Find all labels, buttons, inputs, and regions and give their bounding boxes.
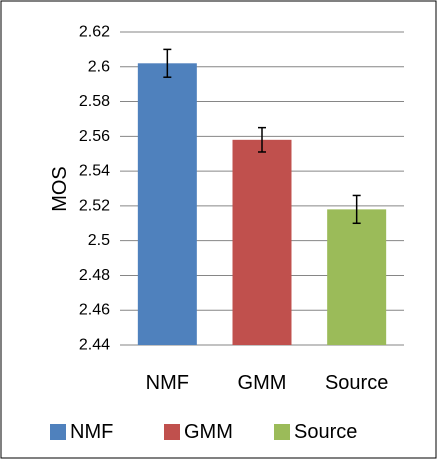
y-tick-label: 2.48 bbox=[79, 267, 110, 284]
bar-gmm bbox=[232, 139, 292, 345]
y-tick-label: 2.56 bbox=[79, 128, 110, 145]
error-bar-source bbox=[352, 194, 361, 225]
legend-swatch bbox=[164, 424, 180, 440]
y-tick-label: 2.54 bbox=[79, 163, 110, 180]
y-tick-label: 2.44 bbox=[79, 337, 110, 354]
y-axis-label: MOS bbox=[49, 166, 71, 212]
legend-item-gmm: GMM bbox=[164, 421, 233, 443]
y-tick-label: 2.6 bbox=[88, 58, 110, 75]
legend-label: NMF bbox=[70, 421, 113, 443]
y-tick-label: 2.46 bbox=[79, 302, 110, 319]
bar-source bbox=[327, 209, 387, 345]
error-bar-gmm bbox=[258, 126, 266, 153]
error-bar-nmf bbox=[163, 48, 172, 78]
x-axis-categories: NMF GMM Source bbox=[146, 372, 389, 394]
bar-nmf bbox=[137, 63, 197, 346]
legend-swatch bbox=[50, 424, 66, 440]
y-tick-label: 2.58 bbox=[79, 93, 110, 110]
bars bbox=[137, 63, 387, 346]
error-bars bbox=[163, 48, 361, 225]
x-category-label: NMF bbox=[146, 372, 189, 394]
x-category-label: GMM bbox=[238, 372, 287, 394]
legend-swatch bbox=[274, 424, 290, 440]
y-tick-label: 2.52 bbox=[79, 197, 110, 214]
x-category-label: Source bbox=[325, 372, 388, 394]
y-axis-ticks: 2.44 2.46 2.48 2.5 2.52 2.54 2.56 2.58 2.6 2.62 bbox=[79, 24, 110, 354]
legend-item-nmf: NMF bbox=[50, 421, 113, 443]
y-tick-label: 2.62 bbox=[79, 24, 110, 41]
legend-item-source: Source bbox=[274, 421, 357, 443]
legend: NMF GMM Source bbox=[50, 421, 357, 443]
y-tick-label: 2.5 bbox=[88, 232, 110, 249]
legend-label: Source bbox=[294, 421, 357, 443]
legend-label: GMM bbox=[184, 421, 233, 443]
